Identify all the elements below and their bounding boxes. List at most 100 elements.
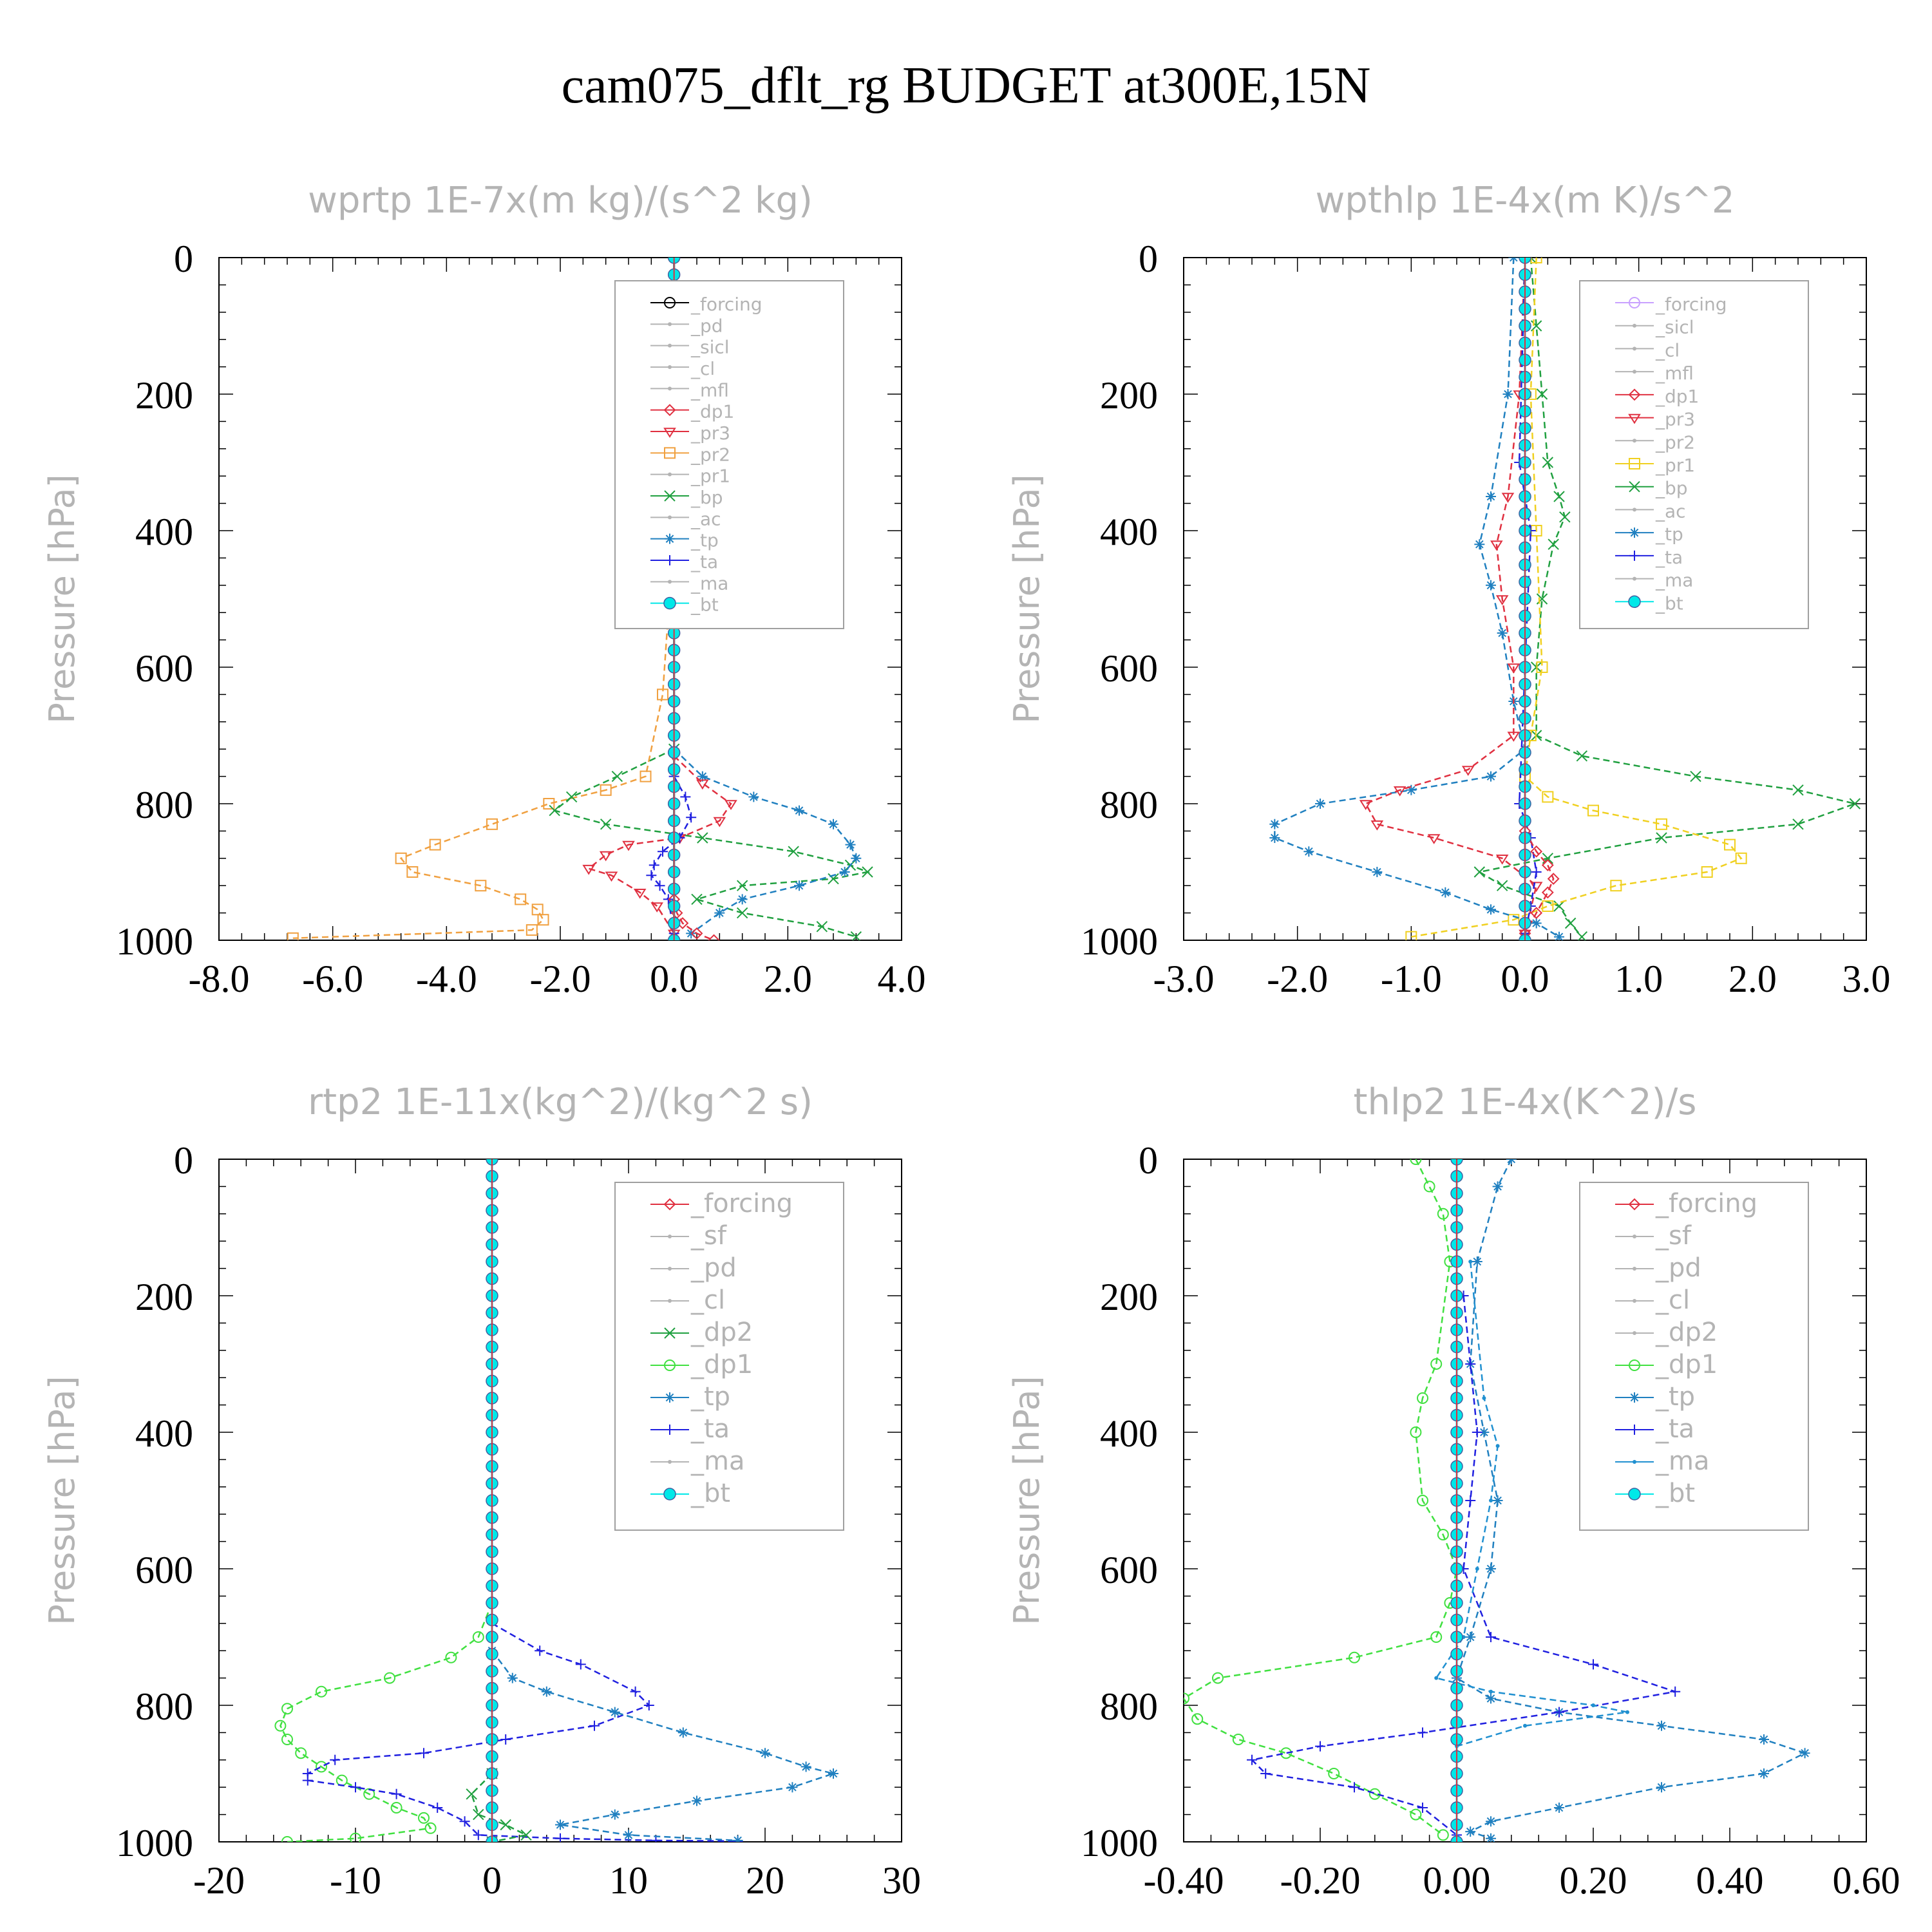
legend-entry: _pd [690,1253,737,1283]
data-point [1430,1358,1443,1370]
data-point [1417,1803,1428,1813]
data-point [575,1659,586,1670]
legend-entry: _pr2 [690,444,730,465]
legend-marker [1633,1331,1636,1335]
data-point [1434,1676,1439,1680]
data-point [295,1747,307,1759]
data-point [1536,388,1548,400]
legend-entry: _cl [1655,1285,1690,1315]
data-point [736,880,748,891]
legend-marker [1628,388,1641,401]
data-point [1496,880,1508,891]
legend-entry: _pr1 [1655,455,1695,476]
legend-marker [1633,439,1636,443]
data-point [281,1734,293,1745]
data-point [1501,493,1515,503]
series_ta [1247,1291,1681,1841]
legend-entry: _dp1 [690,1350,753,1379]
data-point [649,860,659,871]
series-line [491,1650,837,1842]
data-point [1553,900,1565,912]
legend-marker [1629,481,1640,493]
legend-entry: _forcing [1655,1189,1757,1218]
data-point [589,1720,600,1731]
data-point [605,871,618,882]
legend-marker [665,555,675,565]
data-point [1417,1727,1428,1738]
data-point [713,817,726,828]
legend-entry: _cl [1655,339,1680,361]
legend-entry: _dp1 [1655,1350,1718,1379]
data-point [1393,786,1406,797]
data-point [473,1830,484,1841]
x-tick-label: 2.0 [764,958,812,1000]
data-point [1591,1703,1595,1707]
series-line [673,748,857,934]
legend-marker [668,322,672,327]
data-point [1479,1427,1490,1437]
legend-marker [664,1327,676,1339]
legend-marker [663,404,676,417]
data-point [274,1719,287,1732]
data-point [1492,1495,1503,1506]
figure-title: cam075_dflt_rg BUDGET at300E,15N [561,57,1371,114]
data-point [1508,258,1519,263]
y-tick-label: 200 [135,374,193,417]
data-point [1849,798,1861,810]
data-point [1554,1707,1564,1718]
data-point [1495,1444,1500,1448]
legend-entry: _tp [690,1382,730,1412]
legend-marker [668,1299,672,1303]
data-point [1465,1495,1476,1506]
legend-entry: _bt [1655,592,1683,614]
y-tick-label: 800 [135,784,193,826]
legend-marker [663,596,676,610]
legend-marker [1633,370,1636,374]
legend-marker [1629,1425,1640,1435]
data-point [828,1768,838,1779]
data-point [851,853,862,864]
y-tick-label: 800 [1100,1685,1158,1728]
y-axis-label: Pressure [hPa] [42,1376,82,1625]
series-line [1435,1261,1628,1747]
legend-entry: _sf [1655,1221,1692,1251]
data-point [1576,931,1588,940]
data-point [600,819,612,830]
series-line [1455,1159,1807,1839]
legend-marker [1628,1488,1641,1501]
data-point [1502,389,1513,399]
y-tick-label: 600 [135,647,193,690]
data-point [697,771,708,782]
data-point [1486,491,1496,502]
chart-panel-4: thlp2 1E-4x(K^2)/s Pressure [hPa] 0 200 400 6… [1007,1081,1900,1902]
data-point [1553,491,1565,502]
data-point [1465,1826,1476,1837]
data-point [281,1836,293,1842]
data-point [794,880,804,891]
data-point [500,1734,511,1745]
legend-entry: _pr3 [690,422,730,444]
data-point [1497,628,1508,638]
data-point [1495,855,1509,865]
data-point [350,1782,361,1793]
y-tick-label: 800 [1100,784,1158,826]
data-point [515,893,527,905]
x-tick-label: -20 [193,1859,245,1902]
data-point [1410,1808,1422,1821]
series_dp1 [1184,1159,1463,1841]
data-point [714,907,725,918]
data-point [828,819,838,829]
data-point [1759,1734,1769,1745]
data-point [1610,880,1622,892]
series-line [650,775,692,934]
series_dp1 [274,1597,498,1842]
data-point [1232,1734,1244,1745]
data-point [302,1775,313,1786]
legend-entry: _ma [1655,570,1693,591]
x-tick-label: 10 [609,1859,648,1902]
data-point [1437,1529,1449,1540]
legend-entry: _ac [1655,500,1686,522]
data-point [475,880,487,892]
data-point [1542,791,1554,803]
legend-marker [665,1425,675,1435]
